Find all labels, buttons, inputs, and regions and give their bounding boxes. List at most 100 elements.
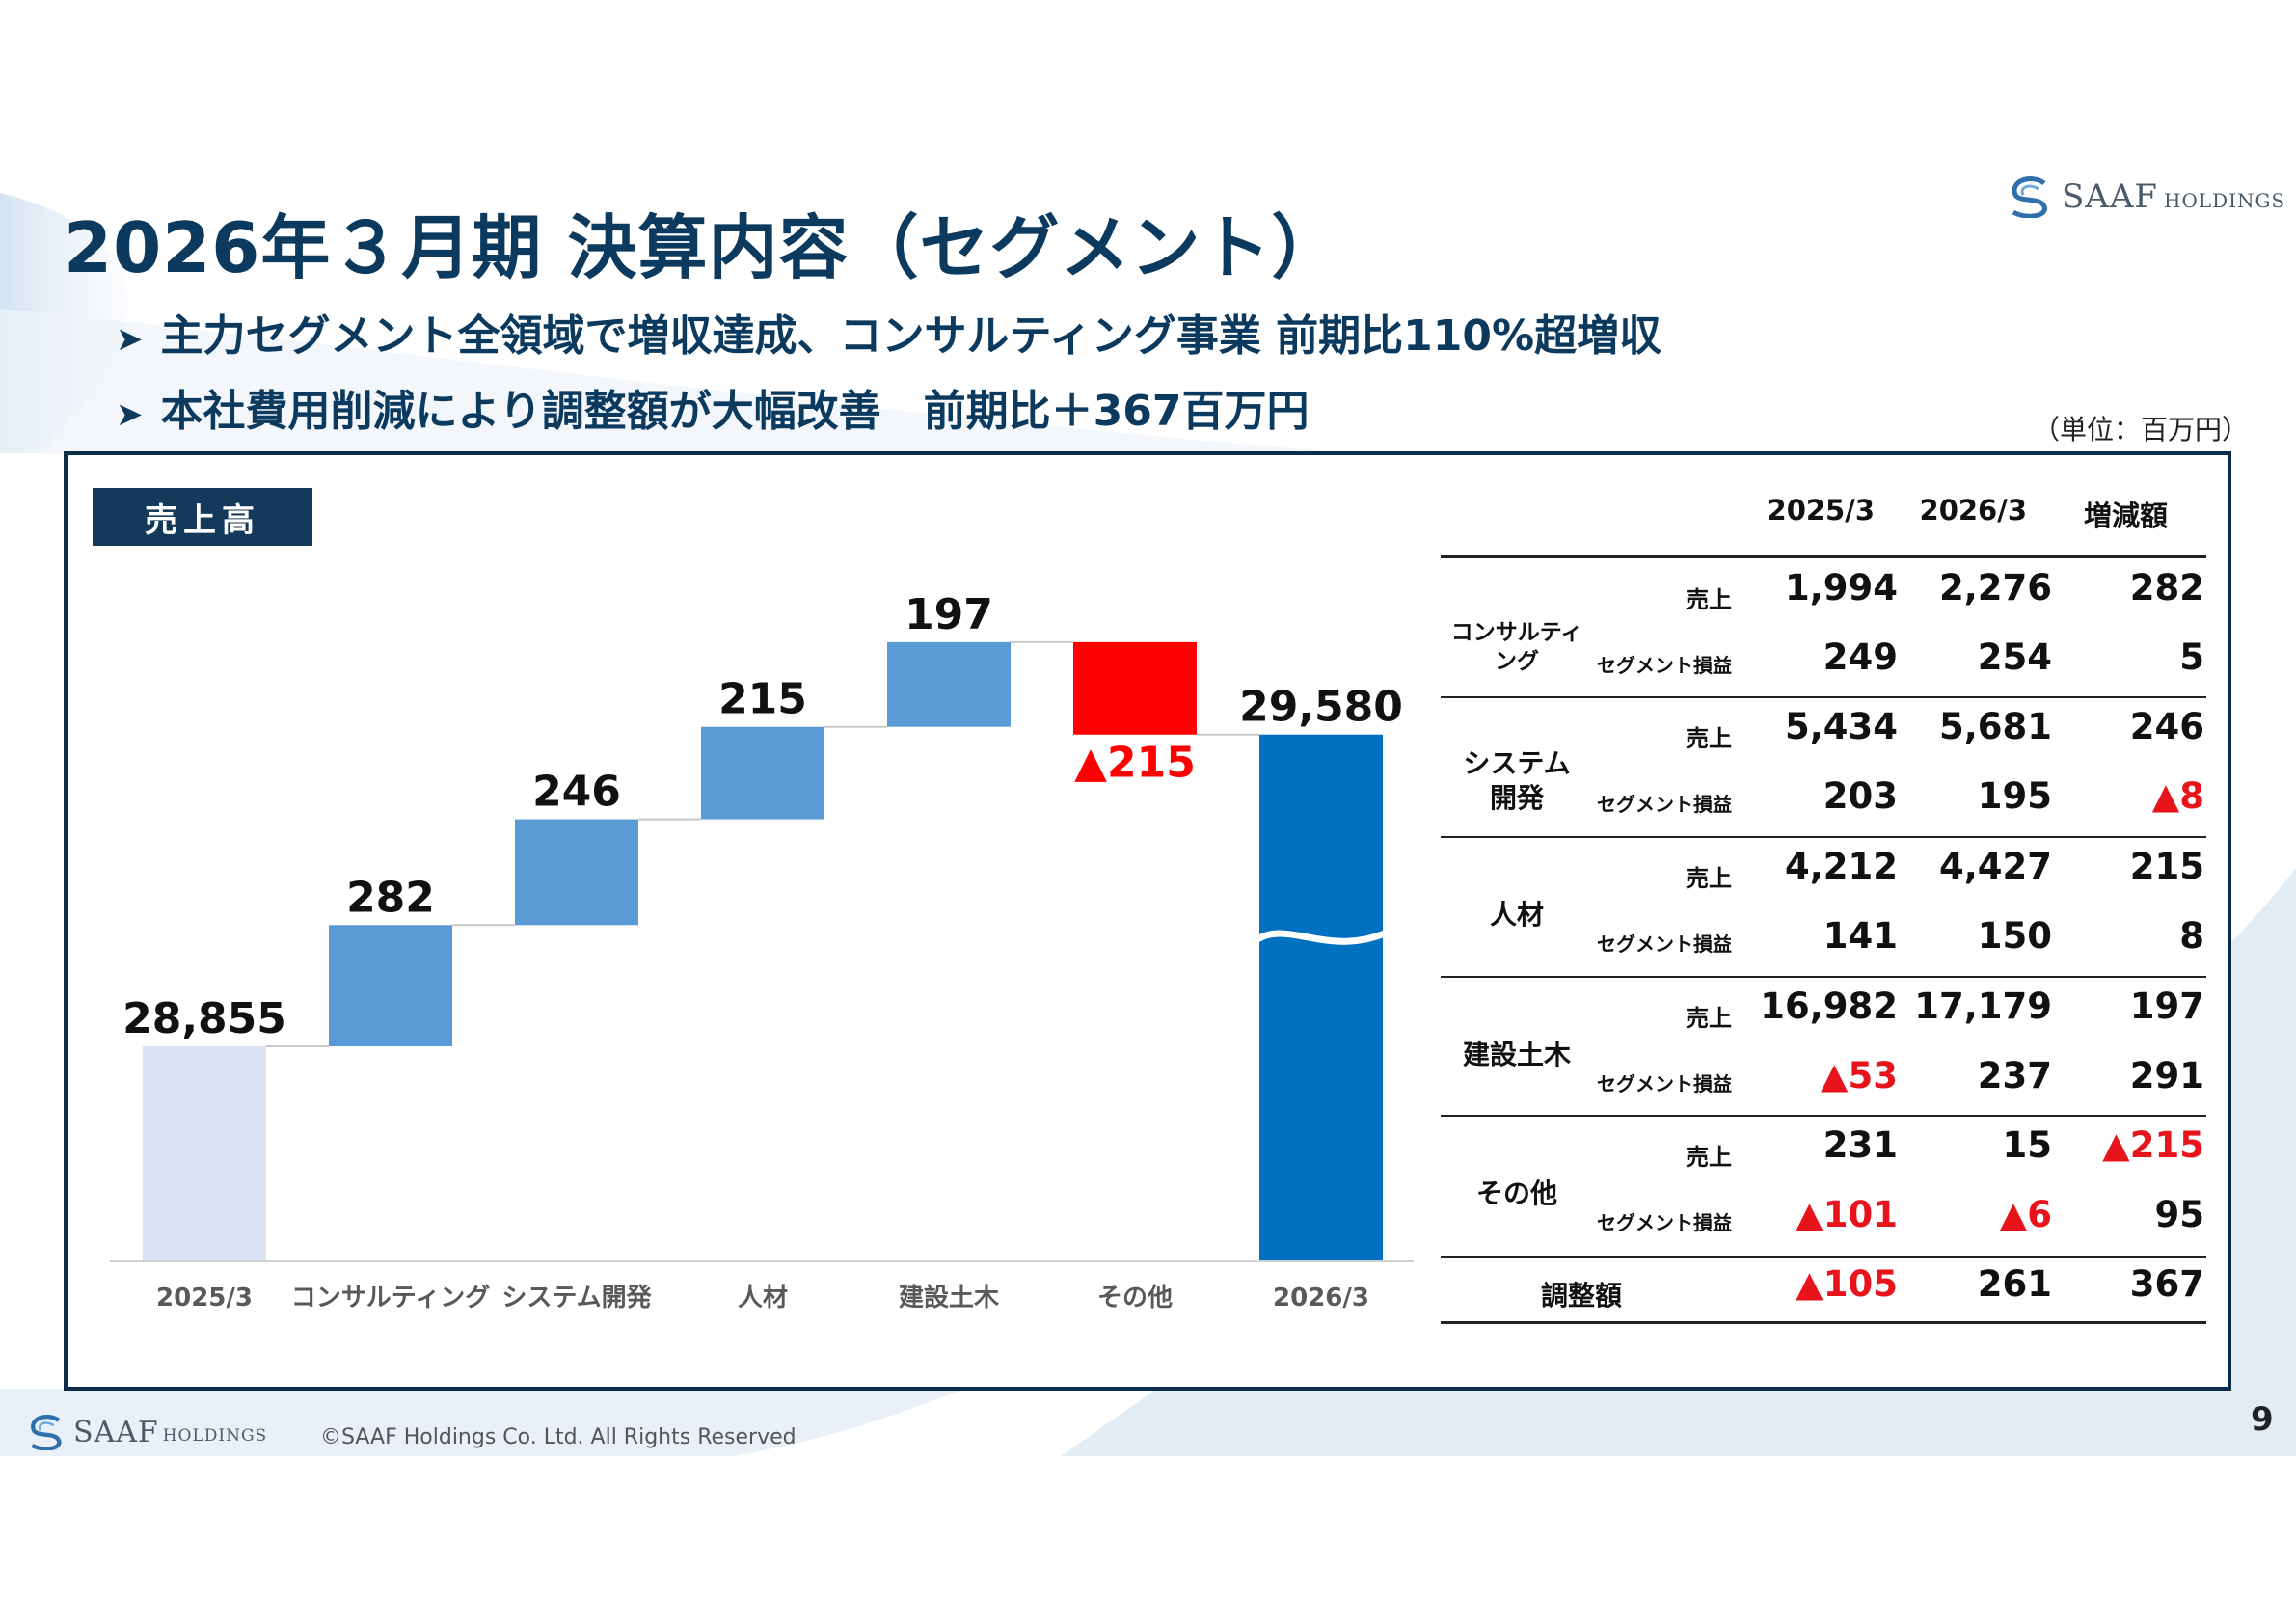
- x-tick-label-2: システム開発: [501, 1284, 652, 1312]
- segment-name-3: 建設土木: [1462, 1039, 1571, 1070]
- cell-v2025: ▲53: [1821, 1055, 1898, 1096]
- x-tick-label-6: 2026/3: [1273, 1284, 1369, 1312]
- bullet-2: ➤ 本社費用削減により調整額が大幅改善 前期比＋367百万円: [116, 376, 1309, 438]
- cell-diff: 291: [2129, 1055, 2204, 1096]
- bullet-1: ➤ 主力セグメント全領域で増収達成、コンサルティング事業 前期比110%超増収: [116, 301, 1661, 363]
- adjustment-v2025: ▲105: [1796, 1263, 1898, 1305]
- cell-v2026: ▲6: [1999, 1194, 2052, 1235]
- table-line-segment-3: [1441, 1115, 2206, 1117]
- row-label: セグメント損益: [1597, 654, 1732, 677]
- cell-diff: 95: [2154, 1194, 2205, 1235]
- table-header-2026: 2026/3: [1919, 494, 2027, 527]
- data-label-5: ▲215: [1074, 739, 1196, 788]
- bullet-1-text: 主力セグメント全領域で増収達成、コンサルティング事業 前期比110%超増収: [160, 311, 1662, 361]
- data-label-1: 282: [346, 873, 435, 922]
- adjustment-v2026: 261: [1977, 1263, 2052, 1305]
- x-tick-label-1: コンサルティング: [291, 1284, 490, 1312]
- cell-diff: 215: [2129, 846, 2204, 887]
- unit-note: （単位：百万円）: [2033, 414, 2250, 446]
- row-label: セグメント損益: [1597, 1211, 1732, 1234]
- row-label: セグメント損益: [1597, 933, 1732, 956]
- cell-v2026: 15: [2002, 1124, 2053, 1166]
- cell-v2026: 237: [1977, 1055, 2052, 1096]
- cell-diff: 5: [2179, 636, 2204, 678]
- panel-label: 売上高: [93, 488, 312, 546]
- cell-v2025: 1,994: [1784, 567, 1898, 609]
- cell-v2025: 203: [1823, 775, 1898, 817]
- cell-v2026: 17,179: [1914, 986, 2052, 1027]
- table-header-2025: 2025/3: [1767, 494, 1875, 527]
- bullet-2-text: 本社費用削減により調整額が大幅改善 前期比＋367百万円: [160, 387, 1310, 436]
- table-line-segment-1: [1441, 836, 2206, 838]
- axis-break-0: [139, 984, 270, 999]
- table-line-bottom: [1441, 1321, 2206, 1324]
- data-label-3: 215: [718, 675, 807, 724]
- cell-v2025: 16,982: [1760, 986, 1898, 1027]
- bar-3: [701, 726, 824, 820]
- cell-v2026: 2,276: [1938, 567, 2052, 609]
- header-logo-brand: SAAF: [2062, 177, 2158, 216]
- bullet-arrow-icon: ➤: [116, 320, 144, 359]
- cell-diff: ▲8: [2151, 775, 2204, 817]
- results-panel: [64, 451, 2231, 1391]
- cell-diff: 8: [2179, 915, 2204, 957]
- table-line-segment-4: [1441, 1256, 2206, 1258]
- segment-name-1: システム 開発: [1463, 747, 1571, 815]
- cell-diff: 282: [2129, 567, 2204, 609]
- bar-1: [329, 925, 452, 1047]
- cell-diff: ▲215: [2102, 1124, 2204, 1166]
- x-tick-label-0: 2025/3: [156, 1284, 253, 1312]
- cell-v2026: 150: [1977, 915, 2052, 957]
- cell-v2026: 5,681: [1938, 706, 2052, 747]
- data-label-4: 197: [905, 590, 993, 639]
- bar-2: [515, 819, 638, 926]
- bullet-arrow-icon: ➤: [116, 395, 144, 434]
- data-label-6: 29,580: [1239, 683, 1403, 732]
- segment-name-2: 人材: [1489, 899, 1544, 931]
- bar-6: [1259, 734, 1383, 1261]
- cell-v2025: 141: [1823, 915, 1898, 957]
- bar-0: [143, 1046, 266, 1261]
- x-tick-label-5: その他: [1097, 1284, 1173, 1312]
- header-logo: SAAF HOLDINGS: [2006, 176, 2285, 218]
- row-label: 売上: [1686, 725, 1732, 752]
- cell-v2025: ▲101: [1796, 1194, 1898, 1235]
- adjustment-diff: 367: [2129, 1263, 2204, 1305]
- row-label: 売上: [1686, 865, 1732, 892]
- row-label: 売上: [1686, 1005, 1732, 1032]
- bar-5: [1073, 641, 1197, 735]
- row-label: セグメント損益: [1597, 1072, 1732, 1096]
- table-header-diff: 増減額: [2083, 500, 2168, 532]
- saaf-swirl-icon: [2012, 176, 2047, 218]
- data-label-2: 246: [532, 768, 621, 817]
- cell-v2025: 4,212: [1784, 846, 1898, 887]
- bar-4: [887, 641, 1011, 727]
- adjustment-label: 調整額: [1540, 1280, 1622, 1312]
- copyright: ©SAAF Holdings Co. Ltd. All Rights Reser…: [320, 1425, 797, 1449]
- cell-v2026: 254: [1977, 636, 2052, 678]
- footer-logo-brand: SAAF: [73, 1415, 159, 1449]
- row-label: 売上: [1686, 586, 1732, 613]
- segment-name-0: コンサルティング: [1450, 620, 1583, 674]
- cell-v2025: 231: [1823, 1124, 1898, 1166]
- saaf-swirl-icon: [31, 1415, 62, 1450]
- table-line-segment-0: [1441, 696, 2206, 698]
- table-line-segment-2: [1441, 976, 2206, 978]
- cell-diff: 197: [2129, 986, 2204, 1027]
- cell-v2026: 195: [1977, 775, 2052, 817]
- cell-v2026: 4,427: [1938, 846, 2052, 887]
- cell-v2025: 5,434: [1784, 706, 1898, 747]
- footer-logo: SAAF HOLDINGS: [25, 1414, 267, 1450]
- header-logo-suffix: HOLDINGS: [2164, 189, 2286, 212]
- x-tick-label-4: 建設土木: [899, 1283, 999, 1312]
- row-label: 売上: [1686, 1144, 1732, 1171]
- segment-name-4: その他: [1475, 1177, 1557, 1209]
- axis-break-6: [1256, 930, 1387, 945]
- footer-logo-suffix: HOLDINGS: [162, 1426, 268, 1446]
- data-label-0: 28,855: [122, 994, 286, 1043]
- page-title: 2026年３月期 決算内容（セグメント）: [64, 207, 1342, 288]
- table-line-top: [1441, 555, 2206, 558]
- cell-diff: 246: [2129, 706, 2204, 747]
- cell-v2025: 249: [1823, 636, 1898, 678]
